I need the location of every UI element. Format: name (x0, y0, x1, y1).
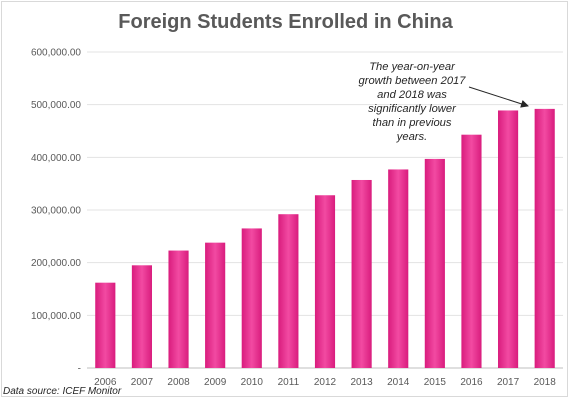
y-tick-label: - (78, 364, 81, 375)
bar-2008 (168, 250, 189, 368)
x-tick-label: 2017 (497, 377, 520, 388)
bar-2015 (424, 158, 445, 368)
bar-2009 (205, 242, 226, 368)
x-tick-label: 2008 (167, 377, 190, 388)
y-tick-label: 500,000.00 (31, 100, 81, 111)
bar-2018 (534, 108, 555, 368)
bar-2016 (461, 134, 482, 368)
y-tick-label: 200,000.00 (31, 258, 81, 269)
chart-annotation: The year-on-year growth between 2017 and… (358, 61, 466, 143)
bar-2013 (351, 179, 372, 368)
x-tick-label: 2009 (204, 377, 227, 388)
x-tick-label: 2010 (241, 377, 264, 388)
data-source-note: Data source: ICEF Monitor (3, 386, 122, 397)
x-tick-label: 2013 (350, 377, 373, 388)
x-tick-label: 2011 (278, 377, 300, 388)
bar-2010 (241, 228, 262, 368)
x-tick-label: 2018 (534, 377, 557, 388)
x-tick-label: 2012 (314, 377, 337, 388)
x-tick-label: 2016 (460, 377, 483, 388)
y-tick-label: 600,000.00 (31, 48, 81, 59)
bar-2014 (388, 169, 409, 368)
chart-title: Foreign Students Enrolled in China (118, 11, 453, 33)
annotation-arrow (468, 86, 529, 108)
bar-2017 (498, 110, 519, 369)
bar-2011 (278, 214, 299, 368)
x-tick-label: 2015 (424, 377, 447, 388)
x-tick-label: 2014 (387, 377, 410, 388)
y-tick-label: 400,000.00 (31, 153, 81, 164)
y-tick-label: 100,000.00 (31, 311, 81, 322)
x-tick-label: 2007 (131, 377, 154, 388)
bar-2006 (95, 282, 116, 368)
x-tick-label: 2006 (94, 377, 117, 388)
y-tick-label: 300,000.00 (31, 206, 81, 217)
bar-2007 (131, 265, 152, 368)
bar-2012 (314, 195, 336, 368)
